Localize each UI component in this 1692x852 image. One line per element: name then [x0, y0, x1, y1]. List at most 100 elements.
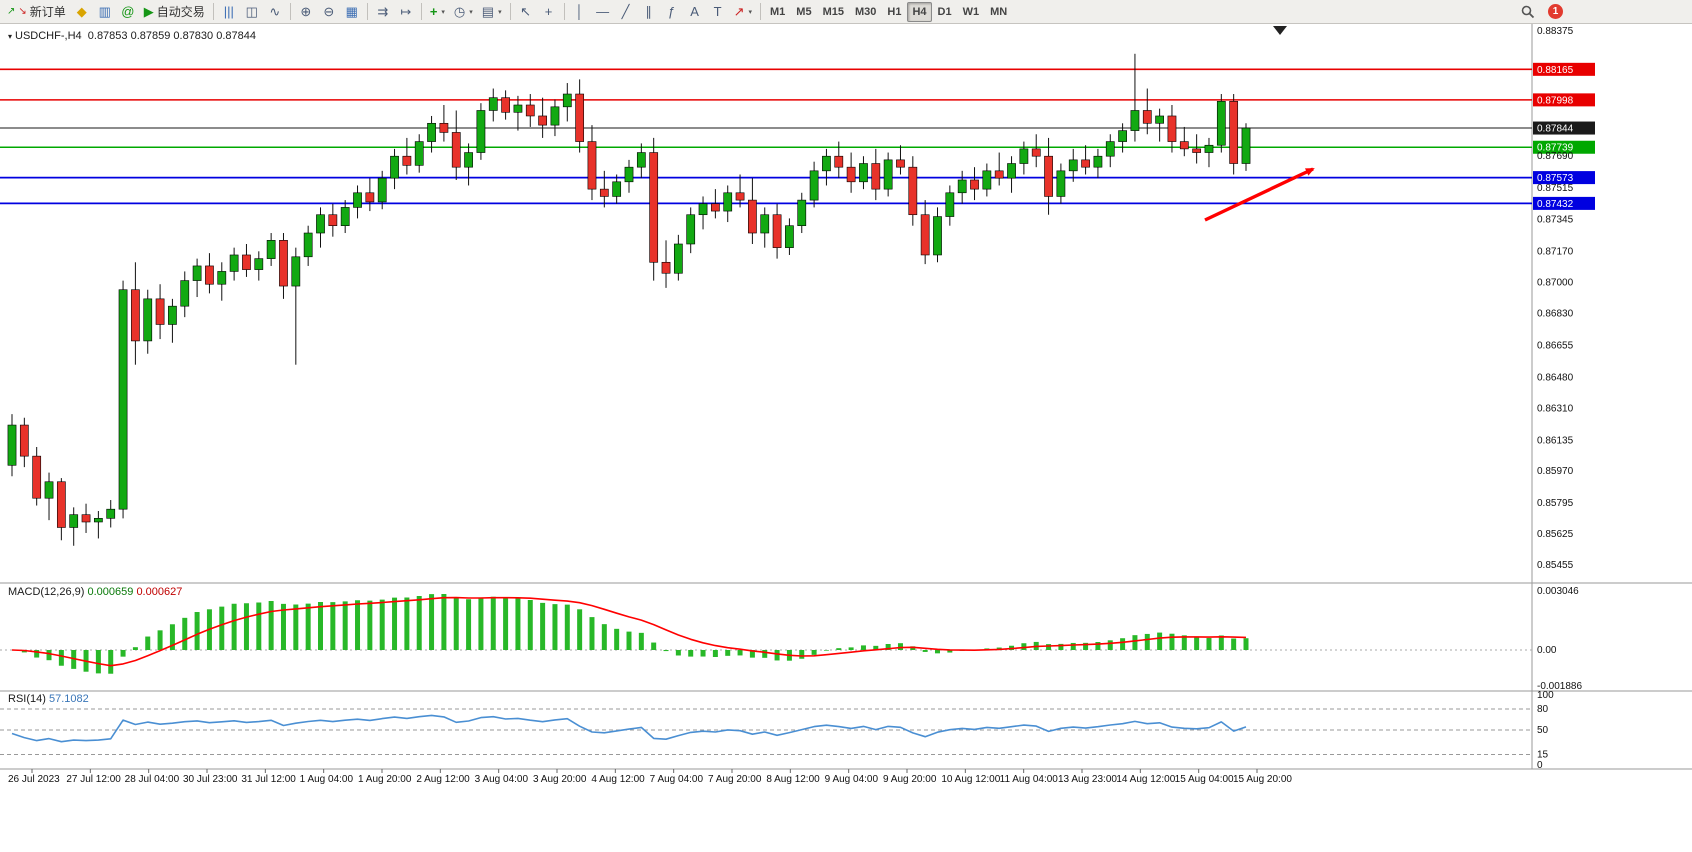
templates-button[interactable]: ▤ ▾ — [478, 2, 506, 22]
text-label-icon: T — [713, 4, 722, 19]
candle-body — [525, 104, 535, 117]
candle-body — [1179, 141, 1189, 150]
candle-body — [353, 192, 362, 208]
cursor-button[interactable]: ↖ — [515, 2, 537, 22]
candle-body — [377, 177, 387, 203]
price-axis-label: 0.86655 — [1537, 340, 1574, 351]
timeframe-button-h4[interactable]: H4 — [907, 1, 932, 22]
candle-body — [118, 289, 128, 510]
time-axis-label: 9 Aug 20:00 — [883, 774, 937, 785]
timeframe-button-m15[interactable]: M15 — [818, 2, 849, 22]
candle-body — [945, 192, 955, 217]
price-axis-label: 0.88375 — [1537, 26, 1574, 37]
trendline-button[interactable]: ╱ — [615, 2, 637, 22]
candlestick-chart-button[interactable]: ◫ — [241, 2, 263, 22]
fibonacci-button[interactable]: ƒ — [661, 2, 683, 22]
candle-body — [908, 166, 918, 216]
time-axis — [31, 769, 1258, 773]
clock-icon: ◷ — [453, 4, 466, 19]
autoscroll-button[interactable]: ⇉ — [372, 2, 394, 22]
zoom-out-button[interactable]: ⊖ — [318, 2, 340, 22]
chart-canvas[interactable]: 0.88165 0.87998 0.87844 0.87739 0.87573 0.874… — [0, 24, 1692, 852]
timeframe-button-m30[interactable]: M30 — [850, 2, 881, 22]
price-line-badge — [1533, 62, 1595, 76]
tile-windows-button[interactable]: ▦ — [341, 2, 363, 22]
candle-body — [254, 258, 264, 270]
new-order-icon: ↗ — [7, 5, 16, 17]
candle-body — [1093, 155, 1103, 168]
indicators-button[interactable]: + ▾ — [426, 2, 449, 22]
arrows-button[interactable]: ↗ ▾ — [730, 2, 756, 22]
text-label-button[interactable]: T — [707, 2, 729, 22]
bar-chart-button[interactable]: ||| — [218, 2, 240, 22]
price-axis-label: 0.87690 — [1537, 151, 1574, 162]
candle-body — [229, 254, 239, 272]
crosshair-button[interactable]: + — [538, 2, 560, 22]
price-axis-label: 0.85795 — [1537, 498, 1574, 509]
notification-badge[interactable]: 1 — [1548, 4, 1563, 19]
candle-body — [340, 207, 350, 227]
macd-axis-label: -0.001886 — [1537, 681, 1582, 692]
toolbar-group-lines: │ — ╱ ∥ ƒ A T ↗ ▾ — [569, 2, 756, 22]
candle-body — [168, 305, 177, 325]
time-axis-label: 7 Aug 04:00 — [650, 774, 704, 785]
candle-body — [1007, 163, 1016, 179]
candle-body — [1216, 101, 1226, 146]
channel-button[interactable]: ∥ — [638, 2, 660, 22]
community-button[interactable]: @ — [117, 2, 139, 22]
bar-chart-icon: ||| — [223, 4, 234, 19]
search-button[interactable] — [1517, 2, 1539, 22]
timeframe-button-mn[interactable]: MN — [985, 2, 1012, 22]
chart-shift-marker[interactable] — [1273, 26, 1287, 35]
line-chart-button[interactable]: ∿ — [264, 2, 286, 22]
toolbar-right: 1 — [1517, 2, 1563, 22]
candle-body — [1081, 159, 1090, 168]
timeframe-button-m5[interactable]: M5 — [791, 2, 816, 22]
candle-body — [612, 181, 622, 197]
text-button[interactable]: A — [684, 2, 706, 22]
candle-body — [476, 110, 486, 153]
candle-body — [501, 97, 510, 113]
new-order-button[interactable]: ↗ ↘ 新订单 — [3, 2, 70, 22]
time-axis-label: 10 Aug 12:00 — [941, 774, 1000, 785]
toolbar-group-chart-type: ||| ◫ ∿ — [218, 2, 286, 22]
toolbar-group-trade: ↗ ↘ 新订单 ◆ ▥ @ ▶ 自动交易 — [3, 2, 209, 22]
candle-body — [1068, 159, 1078, 172]
metaeditor-button[interactable]: ◆ — [71, 2, 93, 22]
candle-body — [1056, 170, 1066, 197]
horizontal-line-button[interactable]: — — [592, 2, 614, 22]
candle-body — [772, 214, 782, 248]
toolbar: ↗ ↘ 新订单 ◆ ▥ @ ▶ 自动交易 ||| ◫ ∿ ⊕ ⊖ ▦ ⇉ ↦ — [0, 0, 1692, 24]
candle-body — [414, 141, 424, 166]
one-click-trading-toggle[interactable]: ▾ — [8, 32, 13, 41]
cursor-icon: ↖ — [520, 4, 532, 19]
candle-body — [797, 199, 807, 227]
macd-histogram — [21, 594, 1249, 674]
autotrading-button[interactable]: ▶ 自动交易 — [140, 2, 209, 22]
trend-arrow-annotation[interactable] — [1204, 167, 1315, 222]
terminal-button[interactable]: ▥ — [94, 2, 116, 22]
candle-body — [1031, 148, 1041, 157]
periods-button[interactable]: ◷ ▾ — [450, 2, 477, 22]
zoom-in-button[interactable]: ⊕ — [295, 2, 317, 22]
price-axis-label: 0.87000 — [1537, 277, 1574, 288]
toolbar-separator — [420, 3, 422, 20]
zoom-out-icon: ⊖ — [323, 4, 335, 19]
time-axis-label: 28 Jul 04:00 — [125, 774, 180, 785]
timeframe-button-h1[interactable]: H1 — [882, 2, 906, 22]
price-axis-label: 0.86830 — [1537, 308, 1574, 319]
vertical-line-button[interactable]: │ — [569, 2, 591, 22]
candle-body — [1019, 148, 1029, 164]
candle-body — [1167, 115, 1177, 142]
chart-shift-button[interactable]: ↦ — [395, 2, 417, 22]
rsi-axis-label: 100 — [1537, 690, 1554, 701]
candle-body — [439, 122, 449, 133]
toolbar-group-zoom: ⊕ ⊖ ▦ — [295, 2, 363, 22]
rsi-axis-label: 15 — [1537, 750, 1549, 761]
time-axis-label: 14 Aug 12:00 — [1116, 774, 1175, 785]
timeframe-button-d1[interactable]: D1 — [933, 2, 957, 22]
candle-body — [205, 265, 214, 285]
chevron-down-icon: ▾ — [498, 8, 502, 16]
timeframe-button-w1[interactable]: W1 — [958, 2, 985, 22]
timeframe-button-m1[interactable]: M1 — [765, 2, 790, 22]
